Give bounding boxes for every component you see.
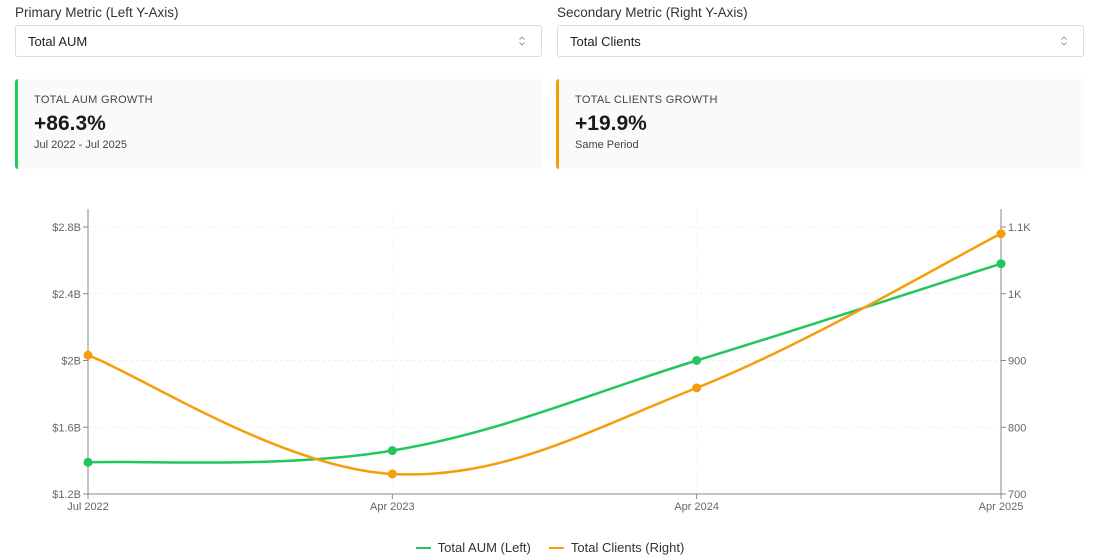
- left-axis-tick-label: $1.6B: [52, 422, 81, 434]
- aum-growth-period: Jul 2022 - Jul 2025: [34, 139, 127, 151]
- legend-label-aum: Total AUM (Left): [437, 540, 531, 555]
- aum-growth-value: +86.3%: [34, 112, 106, 135]
- chart-canvas: $1.2B $1.6B $2B $2.4B $2.8B 700 800 900 1K 1.1K Ju…: [52, 209, 1031, 513]
- clients-growth-card: TOTAL CLIENTS GROWTH +19.9% Same Period: [556, 79, 1084, 169]
- chevron-up-down-icon: [1059, 34, 1069, 48]
- secondary-metric-control: Secondary Metric (Right Y-Axis) Total Cl…: [557, 4, 1084, 57]
- right-axis-tick-label: 700: [1008, 489, 1026, 501]
- right-axis-tick-label: 1.1K: [1008, 222, 1031, 234]
- left-axis-tick-label: $2.4B: [52, 289, 81, 301]
- secondary-metric-value: Total Clients: [570, 33, 641, 49]
- legend-label-clients: Total Clients (Right): [570, 540, 685, 555]
- clients-growth-value: +19.9%: [575, 112, 647, 135]
- dual-axis-line-chart: $1.2B $1.6B $2B $2.4B $2.8B 700 800 900 1K 1.1K Ju…: [0, 195, 1100, 525]
- primary-metric-label: Primary Metric (Left Y-Axis): [15, 5, 179, 20]
- legend-item-clients[interactable]: Total Clients (Right): [548, 540, 685, 555]
- clients-data-point: [996, 229, 1006, 239]
- left-axis-tick-label: $2.8B: [52, 222, 81, 234]
- clients-growth-period: Same Period: [575, 139, 639, 151]
- x-axis-tick-label: Apr 2025: [979, 501, 1024, 513]
- aum-data-point: [692, 356, 702, 365]
- chart-legend: Total AUM (Left) Total Clients (Right): [0, 540, 1100, 555]
- right-axis-tick-label: 1K: [1008, 289, 1022, 301]
- right-axis-tick-label: 800: [1008, 422, 1026, 434]
- right-axis-tick-label: 900: [1008, 356, 1026, 368]
- secondary-metric-label: Secondary Metric (Right Y-Axis): [557, 5, 748, 20]
- clients-line: [86, 232, 1003, 476]
- primary-metric-control: Primary Metric (Left Y-Axis) Total AUM: [15, 4, 542, 57]
- chevron-up-down-icon: [517, 34, 527, 48]
- aum-growth-title: TOTAL AUM GROWTH: [34, 94, 153, 106]
- legend-swatch-clients: [548, 546, 564, 549]
- aum-data-point: [996, 259, 1006, 269]
- x-axis-tick-label: Apr 2024: [674, 501, 719, 513]
- primary-metric-value: Total AUM: [28, 33, 88, 49]
- aum-data-point: [83, 457, 93, 467]
- aum-data-point: [387, 446, 397, 456]
- clients-growth-title: TOTAL CLIENTS GROWTH: [575, 94, 718, 106]
- x-axis-tick-label: Jul 2022: [67, 501, 109, 513]
- clients-data-point: [387, 469, 397, 479]
- legend-item-aum[interactable]: Total AUM (Left): [415, 540, 531, 555]
- clients-data-point: [83, 350, 93, 360]
- legend-swatch-aum: [415, 546, 431, 549]
- x-axis-tick-label: Apr 2023: [370, 501, 415, 513]
- clients-data-point: [692, 383, 702, 393]
- left-axis-tick-label: $1.2B: [52, 489, 81, 501]
- left-axis-tick-label: $2B: [61, 356, 81, 368]
- primary-metric-select[interactable]: Total AUM: [15, 25, 542, 57]
- aum-growth-card: TOTAL AUM GROWTH +86.3% Jul 2022 - Jul 2…: [15, 79, 542, 169]
- secondary-metric-select[interactable]: Total Clients: [557, 25, 1084, 57]
